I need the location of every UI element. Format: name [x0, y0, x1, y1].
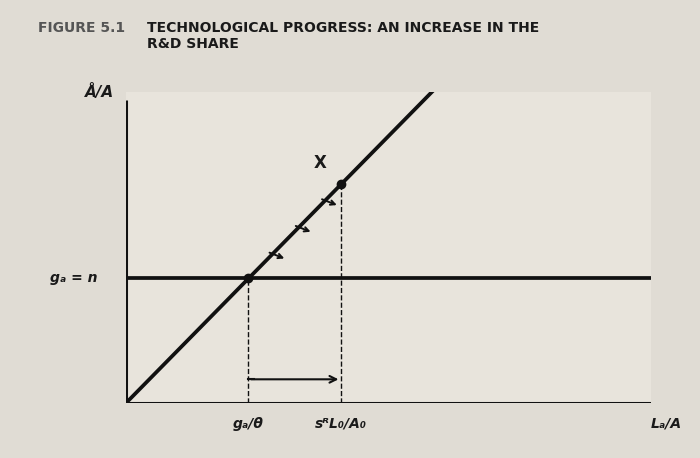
Text: Lₐ/A: Lₐ/A [651, 417, 682, 431]
Text: Å/A: Å/A [85, 84, 114, 99]
Text: gₐ = n: gₐ = n [50, 272, 97, 285]
Text: FIGURE 5.1: FIGURE 5.1 [38, 21, 125, 35]
Text: TECHNOLOGICAL PROGRESS: AN INCREASE IN THE
R&D SHARE: TECHNOLOGICAL PROGRESS: AN INCREASE IN T… [147, 21, 539, 51]
Text: gₐ/θ: gₐ/θ [233, 417, 264, 431]
Text: X: X [314, 154, 327, 172]
Text: sᴿL₀/A₀: sᴿL₀/A₀ [315, 417, 368, 431]
